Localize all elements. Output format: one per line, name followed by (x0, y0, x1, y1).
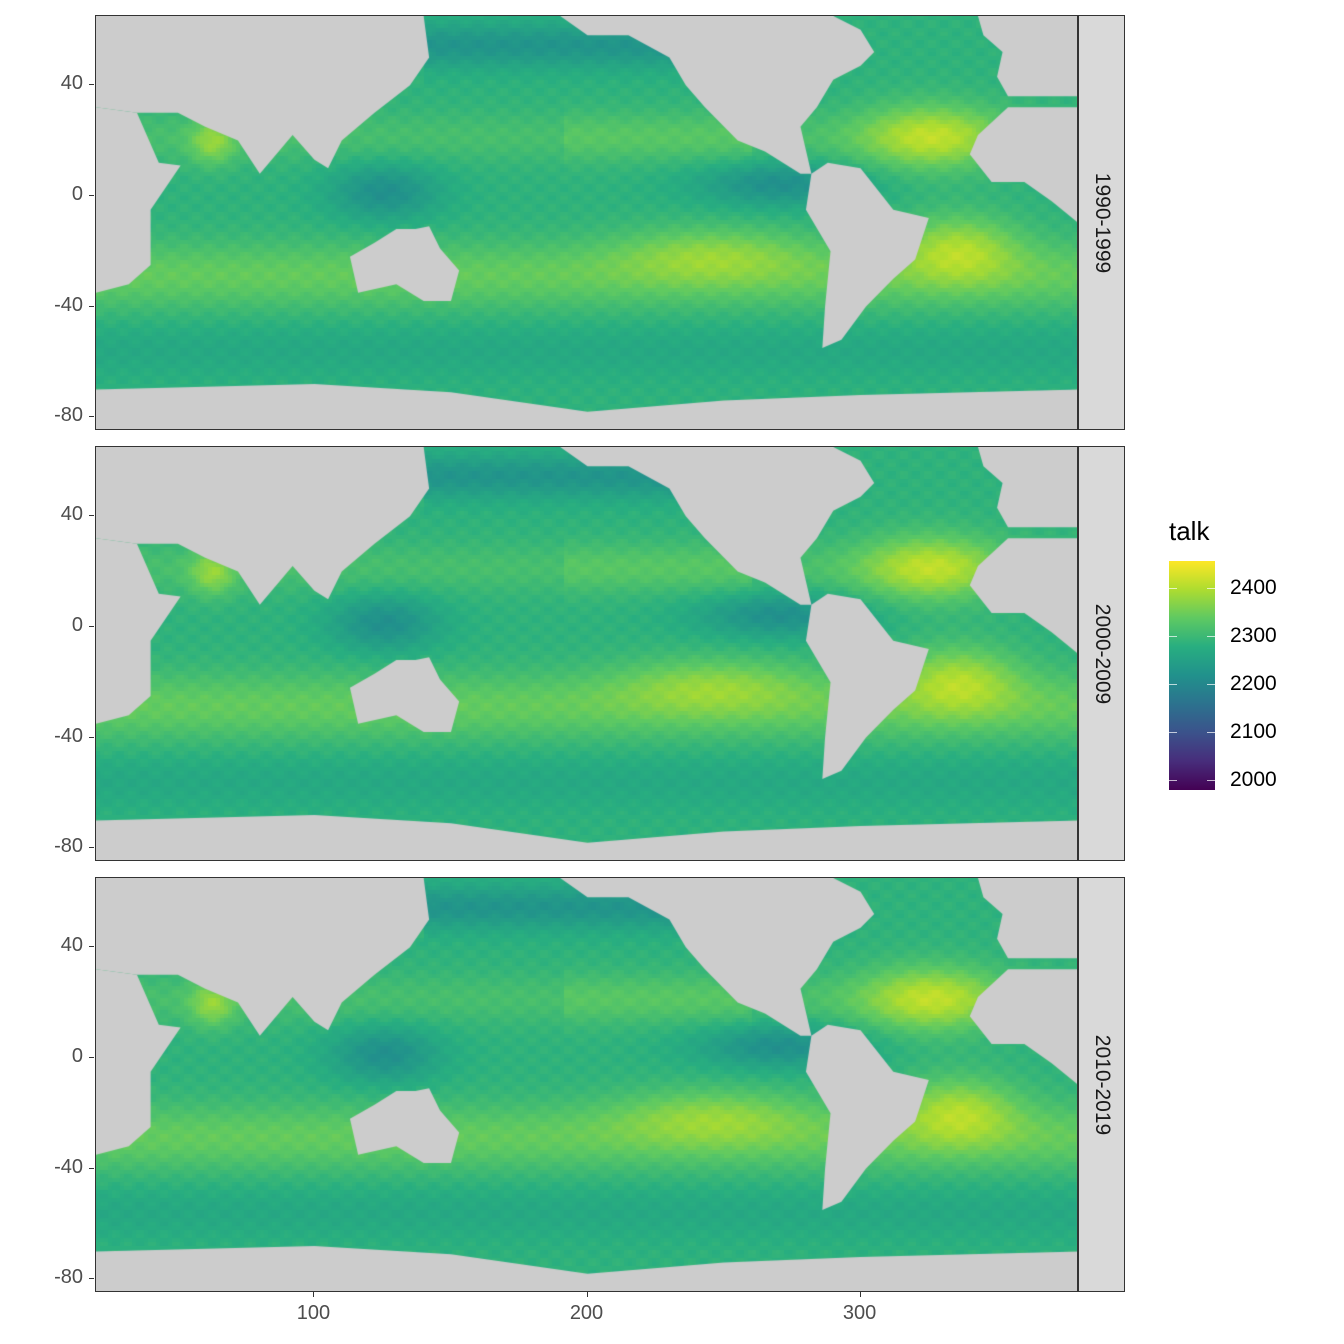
y-tick-mark (89, 946, 94, 948)
y-tick-mark (89, 194, 94, 196)
legend-tick-mark (1169, 635, 1177, 637)
y-tick-mark (89, 416, 94, 418)
talk-heatmap-raster (96, 16, 1077, 429)
legend-tick-label: 2100 (1230, 720, 1277, 744)
y-tick-label: 40 (60, 503, 83, 526)
x-tick-mark (586, 1292, 588, 1297)
facet-strip: 2000-2009 (1078, 446, 1125, 861)
y-tick-label: -40 (54, 293, 83, 316)
talk-heatmap-raster (96, 447, 1077, 860)
y-tick-label: 0 (71, 1044, 83, 1067)
map-panel-1990-1999 (95, 15, 1078, 430)
y-tick-mark (89, 1167, 94, 1169)
x-tick-mark (313, 1292, 315, 1297)
legend-tick-mark (1169, 732, 1177, 734)
facet-label: 2010-2019 (1090, 1034, 1114, 1135)
y-tick-label: -80 (54, 835, 83, 858)
legend-tick-label: 2400 (1230, 575, 1277, 599)
x-tick-label: 100 (296, 1302, 331, 1324)
y-tick-label: 40 (60, 72, 83, 95)
y-tick-label: -80 (54, 404, 83, 427)
facet-label: 2000-2009 (1090, 603, 1114, 704)
y-tick-mark (89, 305, 94, 307)
y-tick-label: -40 (54, 724, 83, 747)
legend-tick-mark (1207, 732, 1215, 734)
y-tick-mark (89, 515, 94, 517)
x-tick-label: 300 (842, 1302, 877, 1324)
y-tick-mark (89, 84, 94, 86)
y-tick-mark (89, 736, 94, 738)
map-panel-2000-2009 (95, 446, 1078, 861)
y-tick-label: -40 (54, 1155, 83, 1178)
legend-tick-mark (1169, 683, 1177, 685)
y-tick-mark (89, 1278, 94, 1280)
facet-strip: 1990-1999 (1078, 15, 1125, 430)
legend-tick-mark (1207, 683, 1215, 685)
y-tick-mark (89, 1056, 94, 1058)
legend-tick-mark (1169, 587, 1177, 589)
legend-tick-mark (1207, 587, 1215, 589)
x-tick-label: 200 (569, 1302, 604, 1324)
legend-tick-label: 2000 (1230, 768, 1277, 792)
y-tick-label: -80 (54, 1266, 83, 1289)
x-tick-mark (859, 1292, 861, 1297)
y-tick-label: 0 (71, 182, 83, 205)
map-panel-2010-2019 (95, 877, 1078, 1292)
y-tick-label: 0 (71, 613, 83, 636)
y-tick-mark (89, 847, 94, 849)
talk-heatmap-raster (96, 878, 1077, 1291)
legend-tick-mark (1207, 635, 1215, 637)
y-tick-label: 40 (60, 934, 83, 957)
legend-tick-mark (1207, 780, 1215, 782)
legend-title: talk (1169, 516, 1210, 546)
facet-strip: 2010-2019 (1078, 877, 1125, 1292)
legend-tick-label: 2200 (1230, 671, 1277, 695)
legend-tick-mark (1169, 780, 1177, 782)
colorbar (1169, 561, 1215, 790)
legend-tick-label: 2300 (1230, 623, 1277, 647)
facet-label: 1990-1999 (1090, 172, 1114, 273)
y-tick-mark (89, 625, 94, 627)
